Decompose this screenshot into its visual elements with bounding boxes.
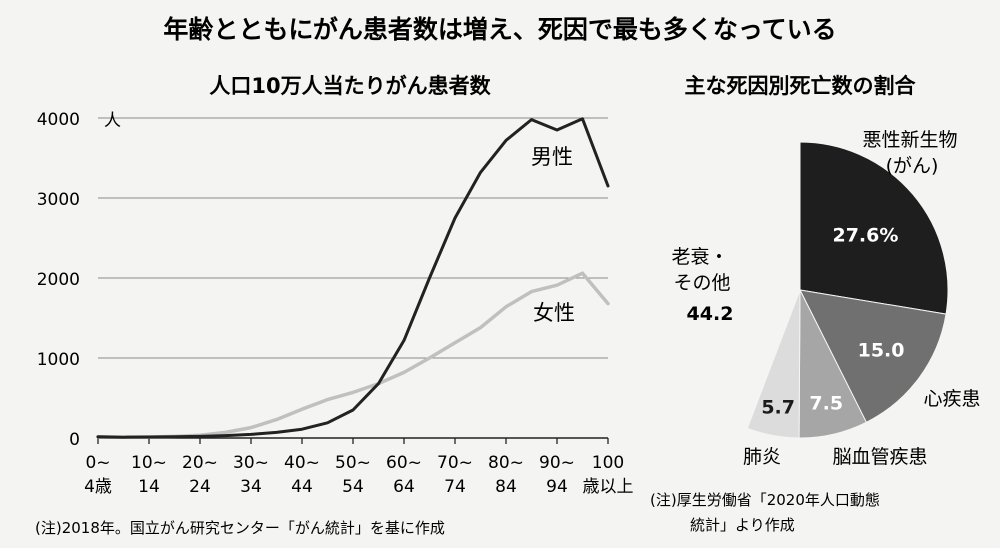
x-tick-label-bottom: 94 xyxy=(546,477,568,497)
x-tick-label-bottom: 4歳 xyxy=(84,477,112,497)
series-label-male: 男性 xyxy=(531,145,573,169)
y-tick-label: 0 xyxy=(69,430,80,450)
pie-category-label: 肺炎 xyxy=(743,446,781,468)
line-chart-title: 人口10万人当たりがん患者数 xyxy=(209,74,491,98)
x-tick-label-top: 30~ xyxy=(233,453,269,473)
pie-slice xyxy=(799,289,947,423)
pie-category-label: 老衰・ xyxy=(671,246,728,268)
pie-category-label: (がん) xyxy=(886,155,939,177)
x-tick-label-bottom: 歳以上 xyxy=(583,477,634,497)
x-tick-label-bottom: 44 xyxy=(291,477,313,497)
pie-value-label: 27.6% xyxy=(832,224,898,246)
x-tick-label-bottom: 54 xyxy=(342,477,364,497)
pie-value-label: 15.0 xyxy=(858,340,905,362)
x-tick-label-bottom: 34 xyxy=(240,477,262,497)
x-tick-label-top: 70~ xyxy=(437,453,473,473)
pie-category-label: その他 xyxy=(673,272,730,294)
x-tick-label-top: 50~ xyxy=(335,453,371,473)
pie-category-label: 脳血管疾患 xyxy=(832,446,927,468)
pie-value-label: 5.7 xyxy=(761,396,795,418)
x-tick-label-top: 20~ xyxy=(182,453,218,473)
x-tick-label-top: 10~ xyxy=(131,453,167,473)
y-tick-label: 2000 xyxy=(37,270,80,290)
series-line-male xyxy=(96,117,610,439)
source-note-right-line2: 統計」より作成 xyxy=(690,516,795,534)
line-chart: 0 1000 2000 3000 4000 人 0~ 4歳 10~ 14 20~ 24 30~ 34 40~… xyxy=(37,110,634,497)
source-note-left: (注)2018年。国立がん研究センター「がん統計」を基に作成 xyxy=(35,519,445,537)
x-tick-label-top: 100 xyxy=(592,453,624,473)
pie-slice xyxy=(651,141,801,429)
x-tick-label-top: 80~ xyxy=(488,453,524,473)
pie-value-label: 7.5 xyxy=(809,392,843,414)
x-tick-label-bottom: 74 xyxy=(444,477,466,497)
x-tick-label-bottom: 24 xyxy=(189,477,211,497)
x-tick-label-top: 60~ xyxy=(386,453,422,473)
y-tick-label: 4000 xyxy=(37,110,80,130)
pie-chart-title: 主な死因別死亡数の割合 xyxy=(685,74,917,98)
figure-title: 年齢とともにがん患者数は増え、死因で最も多くなっている xyxy=(163,15,836,44)
y-tick-label: 3000 xyxy=(37,190,80,210)
source-note-right-line1: (注)厚生労働省「2020年人口動態 xyxy=(650,491,880,509)
pie-category-label: 悪性新生物 xyxy=(862,129,957,151)
x-tick-label-bottom: 84 xyxy=(495,477,517,497)
series-label-female: 女性 xyxy=(533,301,575,325)
x-tick-label-top: 0~ xyxy=(85,453,110,473)
y-tick-label: 1000 xyxy=(37,350,80,370)
x-tick-label-top: 90~ xyxy=(539,453,575,473)
x-tick-label-bottom: 14 xyxy=(138,477,160,497)
pie-value-label: 44.2 xyxy=(687,303,734,325)
x-tick-label-bottom: 64 xyxy=(393,477,415,497)
series-line-female xyxy=(96,271,610,439)
x-tick-label-top: 40~ xyxy=(284,453,320,473)
pie-slice xyxy=(799,141,949,315)
y-axis-unit: 人 xyxy=(104,111,121,131)
pie-category-label: 心疾患 xyxy=(923,388,980,410)
